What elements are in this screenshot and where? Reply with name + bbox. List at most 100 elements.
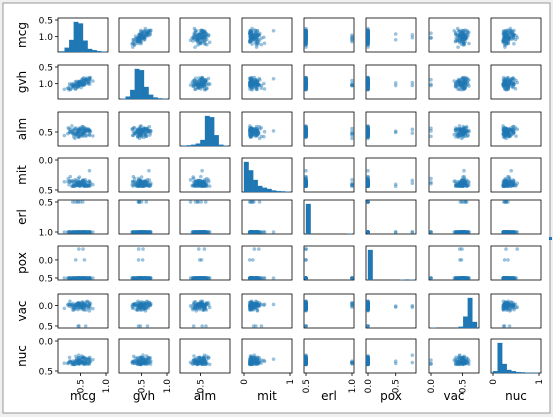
scatter-point: [505, 184, 510, 188]
scatter-point: [88, 77, 92, 82]
scatter-point: [366, 83, 370, 88]
x-tick-label: 1.0: [102, 379, 112, 394]
scatter-point: [462, 79, 466, 84]
scatter-point: [73, 133, 78, 138]
scatter-point: [200, 362, 205, 366]
scatter-point: [255, 39, 260, 44]
scatter-point: [193, 33, 198, 38]
scatter-point: [304, 32, 308, 37]
scatter-point: [511, 85, 515, 90]
scatter-point: [465, 31, 470, 35]
scatter-point: [135, 128, 140, 133]
scatter-point: [461, 82, 466, 87]
scatter-point: [255, 87, 259, 92]
panel-alm-vs-nuc: [490, 111, 542, 147]
scatter-point: [82, 79, 87, 83]
panel-pox-vs-mit: [241, 245, 293, 281]
scatter-point: [248, 39, 252, 44]
scatter-point: [86, 128, 91, 132]
panel-vac-vs-gvh: [118, 293, 170, 329]
scatter-point: [255, 84, 260, 89]
scatter-point: [248, 39, 252, 44]
scatter-point: [73, 136, 77, 141]
scatter-point: [456, 87, 460, 92]
scatter-point: [73, 130, 78, 135]
scatter-point: [304, 84, 308, 89]
scatter-point: [463, 33, 468, 37]
scatter-point: [458, 29, 462, 34]
scatter-point: [366, 85, 370, 89]
scatter-point: [145, 128, 149, 133]
scatter-point: [138, 129, 143, 133]
scatter-point: [454, 85, 458, 89]
scatter-point: [251, 32, 256, 37]
scatter-point: [509, 77, 513, 82]
scatter-point: [504, 33, 509, 37]
scatter-point: [81, 82, 85, 87]
scatter-point: [304, 37, 308, 42]
y-tick-label: 0.5: [39, 64, 53, 74]
panel-frame: [428, 157, 480, 193]
scatter-point: [366, 77, 370, 82]
panel-vac-vs-mit: [241, 293, 293, 329]
scatter-point: [79, 132, 83, 137]
scatter-point: [192, 26, 197, 31]
scatter-point: [366, 30, 370, 35]
panel-frame: [57, 199, 109, 235]
scatter-point: [67, 130, 72, 135]
scatter-point: [259, 86, 264, 90]
scatter-point: [366, 87, 370, 91]
scatter-point: [188, 38, 193, 43]
scatter-point: [508, 78, 512, 83]
scatter-point: [249, 75, 254, 80]
scatter-point: [139, 200, 144, 204]
scatter-point: [142, 126, 146, 130]
scatter-point: [84, 77, 89, 82]
scatter-point: [196, 83, 201, 88]
scatter-point: [70, 130, 74, 134]
histogram-bar: [262, 187, 268, 193]
scatter-point: [461, 175, 465, 179]
scatter-point: [304, 35, 308, 40]
scatter-point: [200, 35, 204, 40]
scatter-point: [204, 82, 209, 87]
scatter-point: [393, 230, 398, 234]
scatter-point: [142, 35, 146, 39]
scatter-point: [82, 81, 86, 86]
scatter-point: [429, 36, 433, 40]
scatter-point: [462, 32, 466, 37]
scatter-point: [366, 30, 370, 35]
scatter-point: [201, 82, 206, 86]
scatter-point: [73, 305, 78, 309]
scatter-point: [462, 86, 467, 91]
scatter-point: [304, 37, 308, 42]
scatter-point: [366, 39, 370, 43]
scatter-point: [143, 35, 147, 40]
scatter-point: [136, 37, 141, 42]
scatter-point: [250, 33, 255, 37]
scatter-point: [77, 81, 82, 86]
scatter-point: [131, 126, 136, 130]
scatter-point: [467, 78, 471, 82]
scatter-point: [78, 358, 83, 363]
scatter-point: [194, 36, 199, 40]
scatter-point: [257, 76, 262, 81]
scatter-point: [304, 33, 308, 38]
scatter-point: [350, 83, 354, 87]
scatter-point: [136, 38, 140, 43]
scatter-point: [203, 80, 208, 84]
scatter-point: [248, 30, 252, 35]
scatter-point: [304, 75, 308, 80]
scatter-point: [511, 36, 516, 40]
scatter-point: [511, 32, 516, 36]
scatter-point: [304, 86, 308, 90]
scatter-point: [148, 303, 152, 308]
scatter-point: [248, 29, 252, 33]
scatter-point: [147, 28, 151, 33]
scatter-point: [505, 303, 510, 308]
scatter-point: [204, 31, 208, 36]
scatter-point: [138, 36, 142, 40]
panel-frame: [303, 64, 355, 100]
scatter-point: [81, 82, 86, 86]
